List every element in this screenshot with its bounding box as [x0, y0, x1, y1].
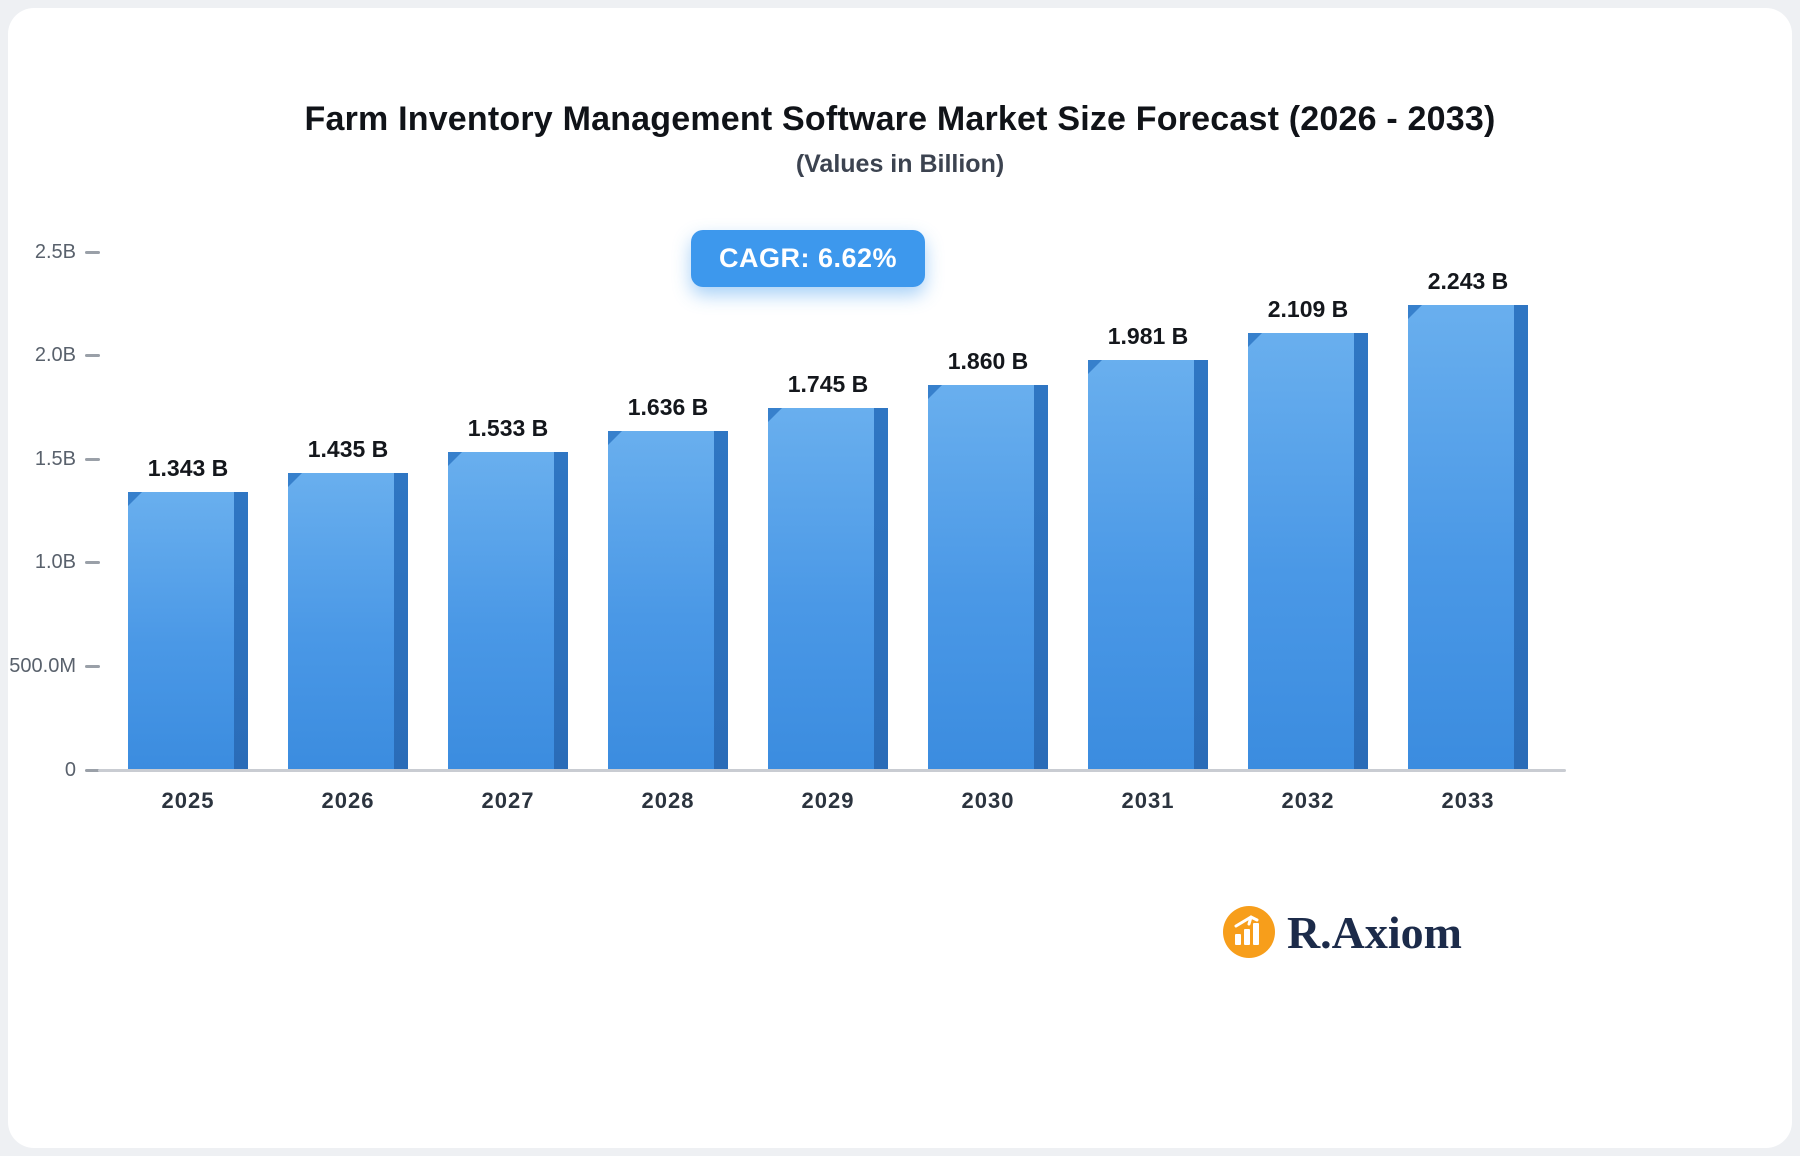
y-tick: 2.0B — [0, 344, 100, 368]
bar-side-shade — [1354, 333, 1368, 770]
bar-column: 2.243 B — [1388, 252, 1548, 770]
x-axis-labels: 2025 2026 2027 2028 2029 2030 2031 2032 2033 — [108, 788, 1548, 814]
bar-value-label: 1.981 B — [1107, 322, 1189, 349]
y-tick-label: 1.5B — [34, 447, 76, 470]
bar-face — [128, 491, 234, 770]
bar-column: 2.109 B — [1228, 252, 1388, 770]
bar-face — [1088, 359, 1194, 770]
bar — [928, 384, 1048, 770]
y-tick: 1.0B — [0, 551, 100, 575]
bar-side-shade — [1194, 359, 1208, 770]
bar-column: 1.435 B — [268, 252, 428, 770]
bar-face — [768, 408, 874, 770]
y-tick-mark — [85, 250, 100, 254]
brand-logo: R.Axiom — [1221, 904, 1462, 960]
bar — [608, 431, 728, 770]
x-axis-label: 2026 — [321, 788, 375, 813]
bar-column: 1.533 B — [428, 252, 588, 770]
bar-column: 1.343 B — [108, 252, 268, 770]
x-axis-label: 2030 — [961, 788, 1015, 813]
bar-top-bevel — [1088, 359, 1102, 374]
bar-value-label: 1.636 B — [627, 394, 709, 421]
bar-column: 1.636 B — [588, 252, 748, 770]
bar-value-label: 1.533 B — [467, 415, 549, 442]
bar-value-label: 2.109 B — [1267, 296, 1349, 323]
bar — [1088, 359, 1208, 770]
bar-top-bevel — [1408, 305, 1422, 320]
x-axis-label: 2031 — [1121, 788, 1175, 813]
bar-value-label: 1.860 B — [947, 347, 1029, 374]
x-axis-label: 2027 — [481, 788, 535, 813]
y-tick-mark — [85, 561, 100, 565]
y-axis: 0 500.0M 1.0B 1.5B 2.0B 2.5B — [8, 241, 100, 781]
y-tick-label: 0 — [64, 758, 76, 781]
y-tick-mark — [85, 664, 100, 668]
y-tick-label: 1.0B — [34, 551, 76, 574]
bar-face — [928, 384, 1034, 770]
bar — [1248, 333, 1368, 770]
bar-side-shade — [1514, 305, 1528, 770]
y-tick-label: 500.0M — [9, 654, 76, 677]
bar-side-shade — [1034, 384, 1048, 770]
cagr-label: CAGR: 6.62% — [719, 243, 898, 273]
bar-face — [608, 431, 714, 770]
y-tick: 1.5B — [0, 447, 100, 471]
cagr-badge: CAGR: 6.62% — [691, 230, 926, 287]
bar-top-bevel — [1248, 333, 1262, 348]
bar-value-label: 1.745 B — [787, 371, 869, 398]
bar-chart-growth-icon — [1222, 906, 1275, 958]
bar-face — [288, 472, 394, 770]
y-tick: 500.0M — [0, 654, 100, 678]
x-axis-label: 2028 — [641, 788, 695, 813]
bar-side-shade — [394, 472, 408, 770]
bar-top-bevel — [768, 408, 782, 423]
x-axis-label: 2029 — [801, 788, 855, 813]
bar — [768, 408, 888, 770]
x-axis-label: 2032 — [1281, 788, 1335, 813]
bar-column: 1.981 B — [1068, 252, 1228, 770]
chart-subtitle: (Values in Billion) — [795, 150, 1005, 178]
bar-face — [448, 452, 554, 770]
bar — [448, 452, 568, 770]
bar-top-bevel — [288, 472, 302, 487]
bar-top-bevel — [128, 491, 142, 506]
bar — [288, 472, 408, 770]
bar-value-label: 1.343 B — [147, 454, 229, 481]
y-tick: 2.5B — [0, 240, 100, 264]
y-tick-label: 2.0B — [34, 344, 76, 367]
x-axis-label: 2025 — [161, 788, 215, 813]
chart-title: Farm Inventory Management Software Marke… — [304, 100, 1496, 138]
chart-card: Farm Inventory Management Software Marke… — [8, 8, 1792, 1148]
bars-area: 1.343 B 1.435 B 1.533 B 1.636 B 1.745 B 1.860… — [108, 252, 1548, 770]
y-tick-mark — [85, 768, 100, 772]
x-axis-label: 2033 — [1441, 788, 1495, 813]
bar-top-bevel — [608, 431, 622, 446]
bar-face — [1248, 333, 1354, 770]
bar-side-shade — [554, 452, 568, 770]
bar-top-bevel — [448, 452, 462, 467]
bar-face — [1408, 305, 1514, 770]
bar-side-shade — [874, 408, 888, 770]
bar — [128, 491, 248, 770]
y-tick: 0 — [0, 758, 100, 782]
bar-column: 1.745 B — [748, 252, 908, 770]
bar-chart-plot: 1.343 B 1.435 B 1.533 B 1.636 B 1.745 B 1.860… — [98, 252, 1566, 772]
bar — [1408, 305, 1528, 770]
bar-value-label: 1.435 B — [307, 435, 389, 462]
brand-name: R.Axiom — [1286, 906, 1462, 958]
bar-side-shade — [234, 491, 248, 770]
x-axis-line — [98, 769, 1566, 772]
bar-side-shade — [714, 431, 728, 770]
y-tick-label: 2.5B — [34, 240, 76, 263]
bar-value-label: 2.243 B — [1427, 268, 1509, 295]
bar-column: 1.860 B — [908, 252, 1068, 770]
y-tick-mark — [85, 457, 100, 461]
bar-top-bevel — [928, 384, 942, 399]
y-tick-mark — [85, 354, 100, 358]
